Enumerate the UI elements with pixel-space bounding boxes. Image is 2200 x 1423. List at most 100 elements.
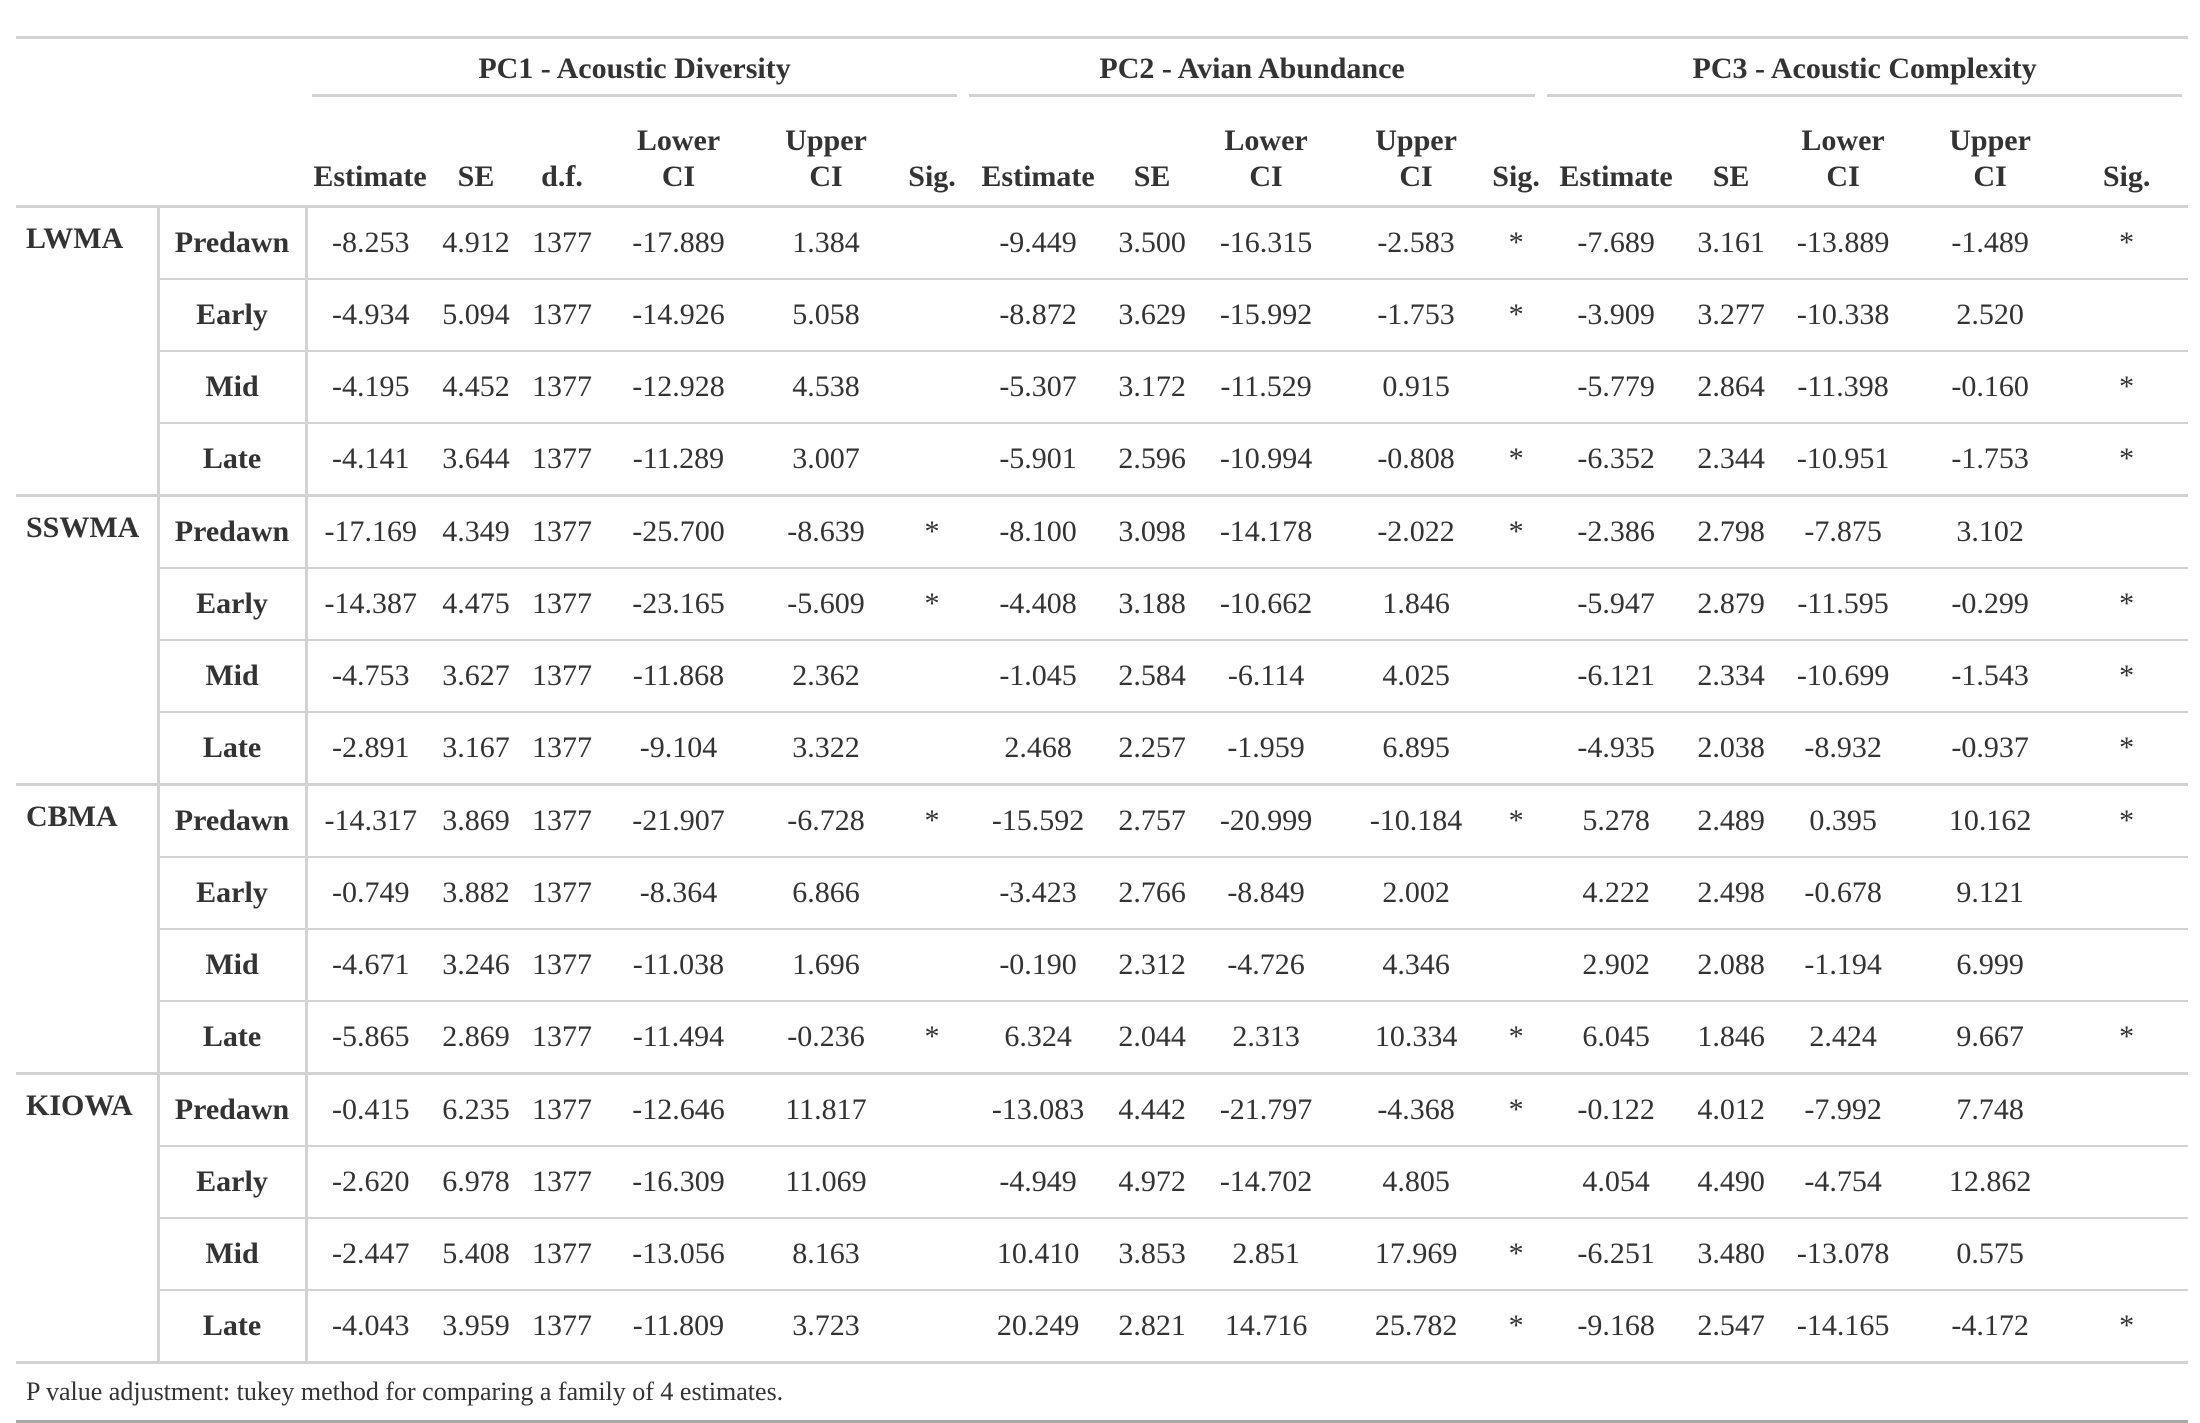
table-cell: 4.346 bbox=[1341, 928, 1492, 1001]
table-cell bbox=[901, 856, 964, 929]
table-cell bbox=[1491, 711, 1542, 785]
table-cell: -23.165 bbox=[606, 567, 751, 640]
table-cell: -11.868 bbox=[606, 639, 751, 712]
column-header-line1: Upper bbox=[1949, 124, 2031, 157]
table-cell: -21.907 bbox=[606, 783, 751, 857]
table-cell: 14.716 bbox=[1191, 1289, 1342, 1363]
stub-column-header bbox=[16, 99, 306, 208]
table-cell: 1.846 bbox=[1691, 1000, 1772, 1074]
table-cell bbox=[901, 711, 964, 785]
column-header-line2: Sig. bbox=[1492, 160, 1540, 193]
table-cell: 1377 bbox=[518, 928, 606, 1001]
table-row: Mid -4.753 3.627 1377 -11.868 2.362 -1.045 2.58… bbox=[16, 639, 2189, 712]
table-cell: 2.520 bbox=[1915, 278, 2066, 351]
table-cell: -5.901 bbox=[963, 422, 1114, 496]
table-cell: -13.083 bbox=[963, 1072, 1114, 1146]
table-cell: 2.344 bbox=[1691, 422, 1772, 496]
table-cell: 6.999 bbox=[1915, 928, 2066, 1001]
stub-header-spacer bbox=[16, 36, 306, 99]
table-cell: -1.045 bbox=[963, 639, 1114, 712]
column-header-pc1-sig: Sig. bbox=[901, 99, 964, 208]
table-row: LWMA Predawn -8.253 4.912 1377 -17.889 1.384 -9… bbox=[16, 205, 2189, 496]
table-cell: 3.007 bbox=[751, 422, 901, 496]
table-cell: 11.069 bbox=[751, 1145, 901, 1218]
column-header-pc2-sig: Sig. bbox=[1491, 99, 1542, 208]
table-cell: -0.299 bbox=[1915, 567, 2066, 640]
table-cell: -10.699 bbox=[1771, 639, 1916, 712]
table-row: CBMA Predawn -14.317 3.869 1377 -21.907 -6.728… bbox=[16, 783, 2189, 1074]
table-cell: -15.592 bbox=[963, 783, 1114, 857]
table-cell: -9.104 bbox=[606, 711, 751, 785]
column-header-pc1-d-f: d.f. bbox=[518, 99, 606, 208]
table-cell: -14.165 bbox=[1771, 1289, 1916, 1363]
table-cell: -14.926 bbox=[606, 278, 751, 351]
table-cell: -5.779 bbox=[1541, 350, 1692, 423]
table-cell: * bbox=[2065, 783, 2189, 857]
period-label: Predawn bbox=[158, 1072, 308, 1146]
table-cell bbox=[1491, 856, 1542, 929]
group-header-pc1-label: PC1 - Acoustic Diversity bbox=[312, 42, 958, 97]
footnote-row: P value adjustment: tukey method for com… bbox=[16, 1361, 2189, 1423]
table-cell: 4.475 bbox=[434, 567, 518, 640]
group-header-pc3: PC3 - Acoustic Complexity bbox=[1541, 36, 2189, 99]
column-header-pc2-ci: Upper CI bbox=[1341, 99, 1492, 208]
period-label: Mid bbox=[158, 928, 308, 1001]
table-cell: -0.749 bbox=[306, 856, 434, 929]
period-label: Late bbox=[158, 711, 308, 785]
table-cell: 1377 bbox=[518, 1217, 606, 1290]
table-cell: -8.100 bbox=[963, 494, 1114, 568]
column-header-line1: Lower bbox=[1224, 124, 1308, 157]
period-label: Late bbox=[158, 1000, 308, 1074]
table-cell: -4.949 bbox=[963, 1145, 1114, 1218]
table-cell: -7.875 bbox=[1771, 494, 1916, 568]
table-row: Mid -4.671 3.246 1377 -11.038 1.696 -0.190 2.31… bbox=[16, 928, 2189, 1001]
table-cell: 4.222 bbox=[1541, 856, 1692, 929]
table-cell: -5.865 bbox=[306, 1000, 434, 1074]
table-cell bbox=[1491, 1145, 1542, 1218]
table-cell: 6.978 bbox=[434, 1145, 518, 1218]
table-cell: -11.398 bbox=[1771, 350, 1916, 423]
table-cell bbox=[901, 422, 964, 496]
table-cell: 6.866 bbox=[751, 856, 901, 929]
table-cell: 2.902 bbox=[1541, 928, 1692, 1001]
table-cell: -4.754 bbox=[1771, 1145, 1916, 1218]
table-cell: -5.947 bbox=[1541, 567, 1692, 640]
table-cell: 1377 bbox=[518, 783, 606, 857]
column-header-line2: Estimate bbox=[313, 160, 427, 193]
table-cell: -1.753 bbox=[1915, 422, 2066, 496]
table-cell: * bbox=[2065, 639, 2189, 712]
table-cell: * bbox=[1491, 1072, 1542, 1146]
table-cell: 5.278 bbox=[1541, 783, 1692, 857]
table-cell: * bbox=[1491, 1000, 1542, 1074]
site-label: SSWMA bbox=[16, 494, 160, 785]
table-cell: 2.313 bbox=[1191, 1000, 1342, 1074]
table-cell bbox=[2065, 1072, 2189, 1146]
table-cell: 1377 bbox=[518, 639, 606, 712]
table-cell: -11.529 bbox=[1191, 350, 1342, 423]
table-cell: 1377 bbox=[518, 278, 606, 351]
table-cell bbox=[1491, 567, 1542, 640]
table-cell: 3.853 bbox=[1113, 1217, 1192, 1290]
table-cell: -17.169 bbox=[306, 494, 434, 568]
table-row: Early -2.620 6.978 1377 -16.309 11.069 -4.949 4… bbox=[16, 1145, 2189, 1218]
table-cell: -4.753 bbox=[306, 639, 434, 712]
table-cell: -4.172 bbox=[1915, 1289, 2066, 1363]
column-header-line2: CI bbox=[661, 160, 696, 193]
table-cell: -1.959 bbox=[1191, 711, 1342, 785]
column-header-pc2-se: SE bbox=[1113, 99, 1192, 208]
column-header-line2: Estimate bbox=[981, 160, 1095, 193]
table-cell: 2.864 bbox=[1691, 350, 1772, 423]
table-cell: -17.889 bbox=[606, 205, 751, 279]
table-cell bbox=[901, 278, 964, 351]
table-row: Mid -2.447 5.408 1377 -13.056 8.163 10.410 3.85… bbox=[16, 1217, 2189, 1290]
table-cell: 0.575 bbox=[1915, 1217, 2066, 1290]
table-cell: -10.338 bbox=[1771, 278, 1916, 351]
table-cell bbox=[1491, 928, 1542, 1001]
table-cell: 17.969 bbox=[1341, 1217, 1492, 1290]
column-header-pc1-ci: Lower CI bbox=[606, 99, 751, 208]
table-cell: -3.909 bbox=[1541, 278, 1692, 351]
table-cell: -11.494 bbox=[606, 1000, 751, 1074]
table-cell: 2.821 bbox=[1113, 1289, 1192, 1363]
table-cell: 4.972 bbox=[1113, 1145, 1192, 1218]
group-header-pc3-label: PC3 - Acoustic Complexity bbox=[1547, 42, 2183, 97]
